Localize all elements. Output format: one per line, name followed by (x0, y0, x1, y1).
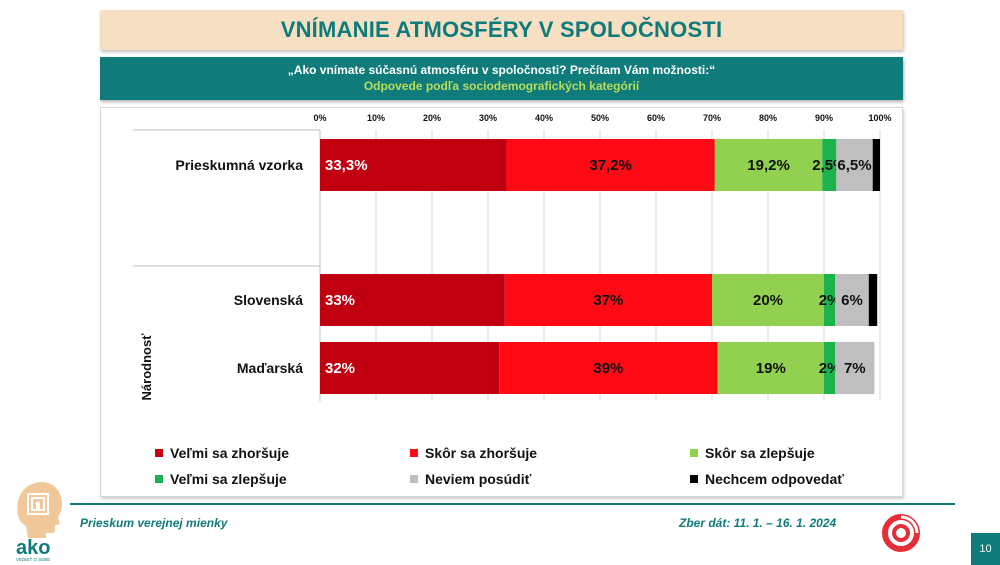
footer-collection-date: Zber dát: 11. 1. – 16. 1. 2024 (679, 516, 837, 530)
legend-item: Veľmi sa zhoršuje (155, 445, 289, 461)
bar-segment (824, 274, 836, 326)
legend-label: Skôr sa zhoršuje (425, 445, 538, 461)
x-tick-label: 50% (591, 113, 609, 123)
x-tick-label: 90% (815, 113, 833, 123)
footer-divider (70, 503, 955, 505)
legend-item: Neviem posúdiť (410, 471, 531, 487)
category-label: Slovenská (234, 292, 303, 308)
x-tick-label: 10% (367, 113, 385, 123)
legend-item: Nechcem odpovedať (690, 471, 844, 487)
data-label: 32% (325, 360, 355, 377)
footer-survey-name: Prieskum verejnej mienky (80, 516, 228, 530)
head-icon (17, 482, 62, 538)
data-label: 6% (841, 292, 863, 309)
bar-segment (506, 139, 715, 191)
ako-logo: ako VEDIEŤ O SEBE (16, 482, 62, 562)
data-label: 33,3% (325, 157, 368, 174)
legend-label: Veľmi sa zlepšuje (170, 471, 287, 487)
bar-segment (824, 342, 836, 394)
legend-swatch (410, 475, 418, 483)
data-label: 33% (325, 292, 355, 309)
data-label: 39% (593, 360, 623, 377)
data-label: 37,2% (589, 157, 632, 174)
bar-segment (822, 139, 837, 191)
bar-segment (712, 274, 824, 326)
bar-segment (872, 139, 880, 191)
legend-swatch (155, 475, 163, 483)
bar-segment (868, 274, 878, 326)
data-label: 6,5% (837, 157, 871, 174)
data-label: 2% (819, 292, 841, 309)
logo-tagline: VEDIEŤ O SEBE (16, 555, 50, 562)
legend-label: Neviem posúdiť (425, 471, 532, 487)
bar-segment (504, 274, 712, 326)
question-text: „Ako vnímate súčasnú atmosféru v spoločn… (287, 63, 716, 77)
legend-swatch (690, 449, 698, 457)
bar-segment (835, 342, 875, 394)
bar-segment (320, 274, 505, 326)
category-label: Maďarská (237, 360, 303, 376)
category-label: Prieskumná vzorka (175, 157, 303, 173)
stv-logo (882, 514, 920, 552)
legend-label: Nechcem odpovedať (705, 471, 844, 487)
x-tick-label: 0% (313, 113, 326, 123)
legend-item: Skôr sa zhoršuje (410, 445, 537, 461)
legend-item: Skôr sa zlepšuje (690, 445, 815, 461)
data-label: 19,2% (747, 157, 790, 174)
bar-segment (835, 274, 869, 326)
x-tick-label: 20% (423, 113, 441, 123)
data-label: 37% (593, 292, 623, 309)
bar-segment (320, 139, 507, 191)
x-tick-label: 100% (868, 113, 891, 123)
logo-wordmark: ako (16, 537, 50, 559)
legend-item: Veľmi sa zlepšuje (155, 471, 287, 487)
x-tick-label: 80% (759, 113, 777, 123)
title-bar: VNÍMANIE ATMOSFÉRY V SPOLOČNOSTI (100, 10, 903, 50)
legend-label: Veľmi sa zhoršuje (170, 445, 289, 461)
question-bar: „Ako vnímate súčasnú atmosféru v spoločn… (100, 57, 903, 100)
bar-segment (717, 342, 824, 394)
bar-segment (320, 342, 500, 394)
data-label: 2% (819, 360, 841, 377)
x-tick-label: 60% (647, 113, 665, 123)
page-title: VNÍMANIE ATMOSFÉRY V SPOLOČNOSTI (280, 17, 723, 42)
bar-segment (714, 139, 823, 191)
data-label: 20% (753, 292, 783, 309)
legend-swatch (690, 475, 698, 483)
legend-label: Skôr sa zlepšuje (705, 445, 815, 461)
bar-segment (836, 139, 873, 191)
data-label: 19% (756, 360, 786, 377)
legend: Veľmi sa zhoršuje Skôr sa zhoršuje Skôr sa… (155, 445, 875, 495)
subtitle-text: Odpovede podľa sociodemografických kateg… (363, 79, 640, 93)
chart-frame: 0% 10% 20% 30% 40% 50% 60% 70% 80% 90% 100% 33,3% 37… (100, 107, 903, 497)
bar-segment (499, 342, 718, 394)
x-tick-label: 30% (479, 113, 497, 123)
legend-swatch (155, 449, 163, 457)
data-label: 7% (844, 360, 866, 377)
legend-swatch (410, 449, 418, 457)
group-axis-label: Národnosť (139, 333, 154, 401)
page-number: 10 (971, 533, 1000, 565)
x-tick-label: 40% (535, 113, 553, 123)
stacked-bar-chart: 0% 10% 20% 30% 40% 50% 60% 70% 80% 90% 100% 33,3% 37… (133, 113, 892, 401)
x-tick-label: 70% (703, 113, 721, 123)
